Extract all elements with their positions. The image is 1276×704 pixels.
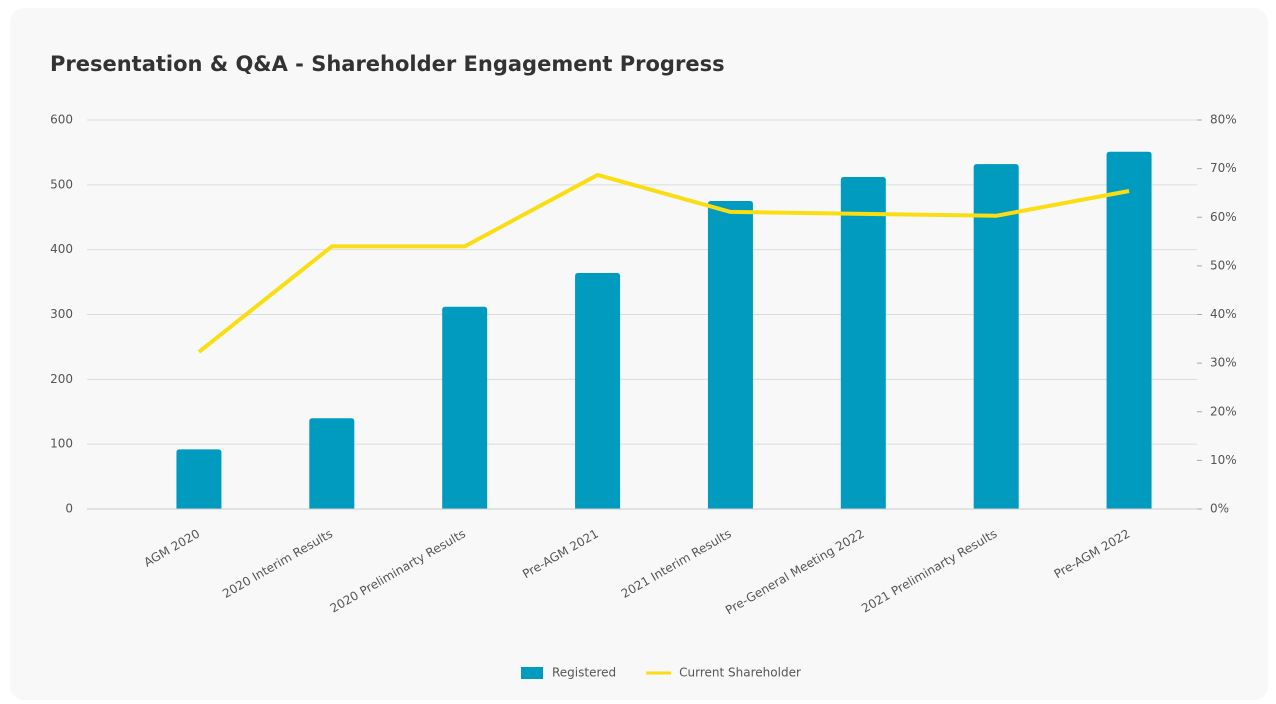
y2-tick-label: 60% <box>1210 210 1237 224</box>
y-tick-label: 100 <box>50 437 73 451</box>
bar <box>309 418 355 509</box>
legend-label: Current Shareholder <box>679 666 801 680</box>
y2-tick-label: 40% <box>1210 307 1237 321</box>
y2-tick-label: 50% <box>1210 258 1237 272</box>
bar <box>840 177 886 509</box>
bar <box>973 164 1019 509</box>
legend-label: Registered <box>552 666 616 680</box>
legend-swatch <box>521 667 543 679</box>
bar <box>707 201 753 509</box>
y2-tick-label: 20% <box>1210 404 1237 418</box>
y-tick-label: 300 <box>50 307 73 321</box>
line <box>197 172 1130 354</box>
y-tick-label: 0 <box>65 502 73 516</box>
bar <box>176 449 222 509</box>
bar <box>1106 151 1152 510</box>
bar <box>575 273 621 509</box>
y2-tick-label: 0% <box>1210 502 1229 516</box>
y-tick-label: 400 <box>50 242 73 256</box>
chart-title: Presentation & Q&A - Shareholder Engagem… <box>50 52 725 76</box>
bar <box>442 306 488 509</box>
y-tick-label: 200 <box>50 372 73 386</box>
y-tick-label: 600 <box>50 113 73 127</box>
y2-tick-label: 70% <box>1210 161 1237 175</box>
card <box>10 8 1268 700</box>
y2-tick-label: 30% <box>1210 356 1237 370</box>
y-tick-label: 500 <box>50 177 73 191</box>
y2-tick-label: 80% <box>1210 113 1237 127</box>
y2-tick-label: 10% <box>1210 453 1237 467</box>
